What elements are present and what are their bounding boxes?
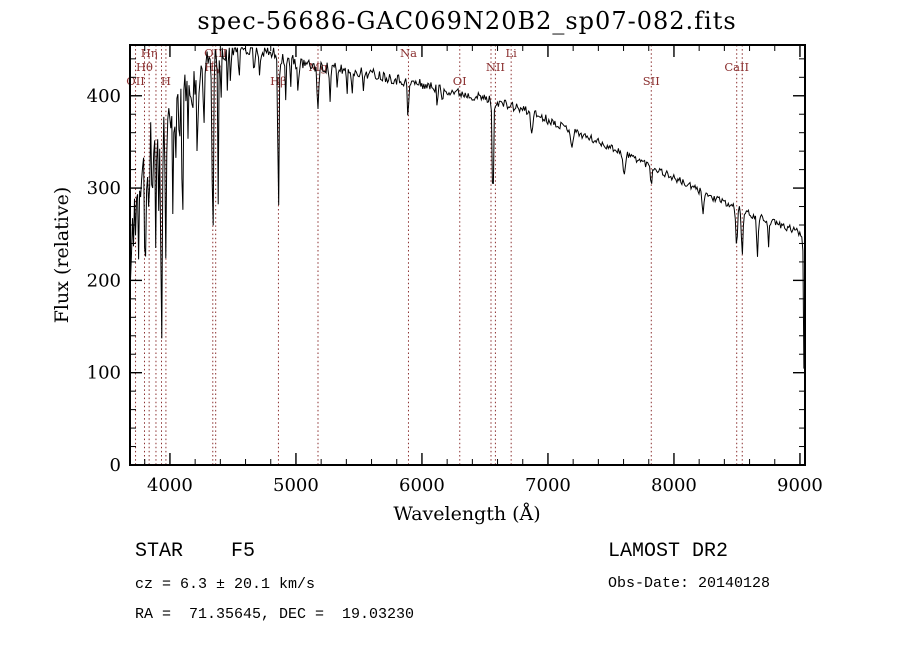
spectral-line-label: H xyxy=(161,74,171,88)
y-tick-label: 200 xyxy=(87,270,121,291)
x-tick-label: 6000 xyxy=(399,475,445,496)
plot-frame xyxy=(129,44,806,466)
x-tick-label: 4000 xyxy=(147,475,193,496)
spectral-line-label: OI xyxy=(453,74,467,88)
spectral-line-label: Hη xyxy=(141,46,158,60)
x-tick-label: 8000 xyxy=(651,475,697,496)
spectral-line-label: NII xyxy=(486,60,505,74)
object-class-text: STAR F5 xyxy=(135,540,256,563)
spectral-line-label: Na xyxy=(400,46,417,60)
y-tick-label: 400 xyxy=(87,86,121,107)
spectrum-trace xyxy=(130,47,805,369)
x-tick-label: 7000 xyxy=(525,475,571,496)
x-tick-label: 5000 xyxy=(273,475,319,496)
spectral-line-label: Hθ xyxy=(136,60,153,74)
y-tick-label: 300 xyxy=(87,178,121,199)
y-tick-label: 0 xyxy=(110,455,121,476)
x-axis-label: Wavelength (Å) xyxy=(393,503,541,525)
y-axis-label: Flux (relative) xyxy=(51,186,73,324)
spectral-line-label: Hβ xyxy=(270,74,287,88)
spectral-line-label: CaII xyxy=(724,60,749,74)
plot-title: spec-56686-GAC069N20B2_sp07-082.fits xyxy=(197,7,737,35)
cz-text: cz = 6.3 ± 20.1 km/s xyxy=(135,576,316,593)
obs-date-text: Obs-Date: 20140128 xyxy=(608,575,771,592)
ra-dec-text: RA = 71.35645, DEC = 19.03230 xyxy=(135,606,415,623)
spectral-line-label: Li xyxy=(505,46,517,60)
y-tick-label: 100 xyxy=(87,363,121,384)
spectral-line-label: SII xyxy=(643,74,660,88)
x-tick-label: 9000 xyxy=(777,475,823,496)
survey-release-text: LAMOST DR2 xyxy=(608,540,729,563)
